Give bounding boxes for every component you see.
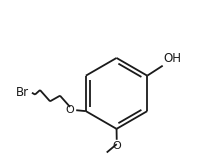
Text: O: O [65,105,74,115]
Text: O: O [112,141,121,151]
Text: OH: OH [163,52,181,65]
Text: Br: Br [16,86,29,99]
